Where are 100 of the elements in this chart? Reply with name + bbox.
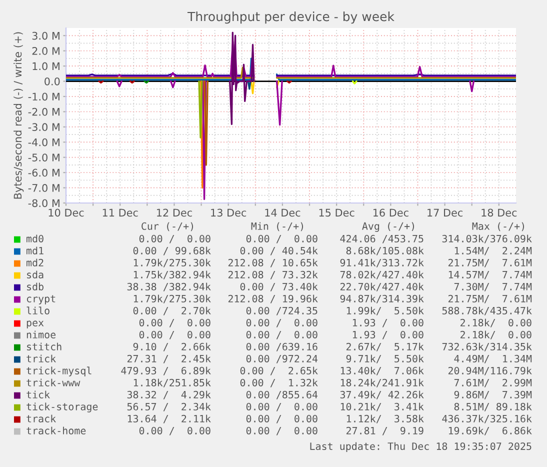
text: 212.08 / 10.65k [228,258,318,268]
text: 7.61M/ 2.99M [454,378,532,388]
text: 0.00 / 0.00 [139,234,210,244]
text: 1.79k/275.30k [134,258,211,268]
text: Min (-/+) [251,222,304,232]
x-tick-label: 17 Dec [428,208,463,217]
text: 0.00 /724.35 [246,306,318,316]
x-tick-label: 11 Dec [102,208,138,217]
text: 0.00 / 99.68k [133,246,211,256]
text: 27.31 / 2.45k [127,354,211,364]
text: 479.93 / 6.89k [121,366,211,376]
text: 732.63k/314.35k [442,342,532,352]
legend-label: md1 [26,246,44,254]
legend-label: md0 [26,234,44,242]
text: 0.00 / 40.54k [240,246,318,256]
text: 1.12k/ 3.58k [346,414,424,424]
text: 13.40k/ 7.06k [340,366,424,376]
text: 13.64 / 2.11k [128,414,211,424]
legend-label: tick [26,390,50,398]
y-tick-label: 3.0 M [32,32,60,40]
x-tick-label: 12 Dec [157,208,192,217]
legend-label: track [26,414,56,422]
text: 8.51M/ 89.18k [454,402,532,412]
text: Avg (-/+) [362,222,414,232]
text: 0.00 / 0.00 [246,234,318,244]
text: 56.57 / 2.34k [127,402,211,412]
text: 1.75k/382.94k [134,270,211,280]
legend-label: trick-mysql [26,366,92,376]
legend-label: tick-storage [26,402,98,412]
text: 424.06 /453.75 [340,234,424,244]
text: 0.00 / 0.00 [246,402,318,412]
legend-label: trick [26,354,56,362]
text: 212.08 / 73.32k [228,270,318,280]
text: 19.69k/ 6.86k [448,426,532,436]
text: 10.21k/ 3.41k [340,402,424,412]
legend-label: sdb [27,282,44,290]
text: Max (-/+) [472,222,524,232]
text: 9.10 / 2.66k [133,342,211,352]
legend-label: sda [27,270,44,278]
y-tick-label: -3.0 M [28,123,60,132]
text: 0.00 / 73.40k [240,282,318,292]
text: 436.37k/325.16k [442,414,532,424]
y-axis-title: Bytes/second read (-) / write (+) [14,32,24,199]
text: 1.93 / 0.00 [352,330,424,340]
x-tick-label: 14 Dec [265,208,300,217]
text: 2.18k/ 0.00 [460,330,532,340]
text: 1.79k/275.30k [134,294,211,304]
x-tick-label: 18 Dec [482,208,517,217]
legend-label: trick-www [26,378,80,386]
text: 1.93 / 0.00 [352,318,424,328]
text: 0.00 / 1.32k [240,378,318,388]
chart-title: Throughput per device - by week [187,12,394,24]
x-tick-label: 16 Dec [373,208,408,217]
text: 7.30M/ 7.74M [454,282,532,292]
text: 1.54M/ 2.24M [454,246,532,256]
y-tick-label: -6.0 M [28,168,60,177]
text: 9.71k/ 5.50k [346,354,424,364]
x-tick-label: 15 Dec [319,208,354,217]
text: 4.49M/ 1.34M [454,354,532,364]
text: 588.78k/435.47k [442,306,532,316]
x-tick-label: 10 Dec [48,208,84,217]
text: 0.00 /639.16 [246,342,318,352]
y-tick-label: -4.0 M [28,138,60,146]
text: 38.38 /382.94k [127,282,211,292]
text: 22.70k/427.40k [340,282,424,292]
text: 8.68k/105.08k [346,246,424,256]
text: 0.00 /855.64 [246,390,318,400]
text: 18.24k/241.91k [340,378,424,388]
text: 21.75M/ 7.61M [448,258,532,268]
text: Cur (-/+) [142,222,194,232]
text: 0.00 / 0.00 [246,330,318,340]
legend-label: md2 [26,258,44,266]
legend-label: crypt [26,295,56,304]
text: 0.00 /972.24 [246,354,318,364]
text: 0.00 / 0.00 [139,426,210,436]
text: 0.00 / 2.70k [133,306,211,316]
y-tick-label: -5.0 M [28,154,60,162]
text: 37.49k/ 42.26k [340,390,424,400]
text: 20.94M/116.79k [448,366,532,376]
text: 0.00 / 0.00 [246,426,318,436]
legend-label: stitch [27,342,62,350]
y-tick-label: -8.0 M [28,199,60,208]
line-series [229,32,255,126]
legend-label: lilo [26,306,50,314]
text: 0.00 / 0.00 [139,318,210,328]
text: 21.75M/ 7.61M [448,294,532,304]
text: 212.08 / 19.96k [228,294,318,304]
text: 0.00 / 2.65k [240,366,318,376]
text: 38.32 / 4.29k [127,390,211,400]
text: 0.00 / 0.00 [246,414,318,424]
y-tick-label: -7.0 M [28,184,60,192]
text: 1.18k/251.85k [134,378,211,388]
y-tick-label: 0.0 [44,77,60,86]
y-tick-label: -2.0 M [28,108,60,116]
text: 94.87k/314.39k [340,294,424,304]
text: 78.02k/427.40k [340,270,424,280]
text: 27.81 / 9.19 [346,426,424,436]
text: 91.41k/313.72k [340,258,424,268]
text: Last update: Thu Dec 18 19:35:07 2025 [310,442,532,452]
text: 2.67k/ 5.17k [346,342,424,352]
